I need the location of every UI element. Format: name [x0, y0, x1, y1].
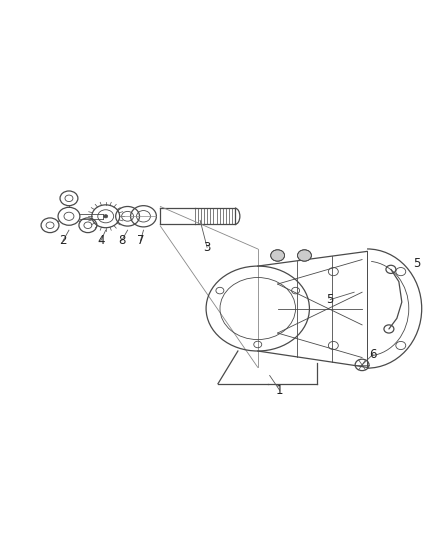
Text: 4: 4 [97, 235, 105, 247]
Text: 3: 3 [203, 241, 211, 254]
Text: 2: 2 [59, 235, 67, 247]
Ellipse shape [271, 250, 285, 261]
Text: 1: 1 [276, 384, 283, 397]
Text: 8: 8 [118, 235, 125, 247]
Text: 6: 6 [369, 348, 377, 361]
Text: 5: 5 [327, 293, 334, 306]
Text: 5: 5 [413, 257, 420, 270]
Ellipse shape [297, 250, 311, 261]
Text: 7: 7 [137, 235, 144, 247]
Ellipse shape [104, 215, 108, 218]
